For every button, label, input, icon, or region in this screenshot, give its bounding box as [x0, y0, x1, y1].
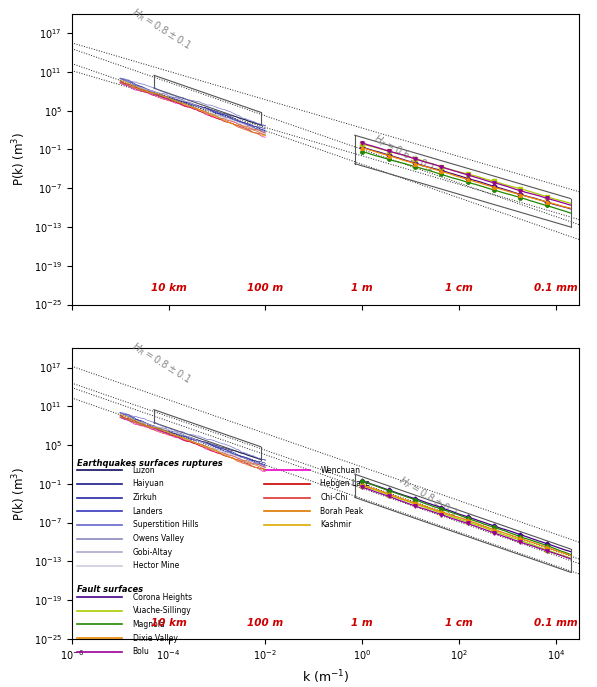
Text: 1 m: 1 m	[352, 283, 373, 293]
Text: Fault surfaces: Fault surfaces	[76, 585, 143, 594]
Text: Luzon: Luzon	[133, 466, 155, 475]
Text: Superstition Hills: Superstition Hills	[133, 521, 198, 530]
Text: $H_F = 0.8 \pm 0.1$: $H_F = 0.8 \pm 0.1$	[396, 473, 460, 521]
X-axis label: k (m$^{-1}$): k (m$^{-1}$)	[301, 668, 349, 686]
Text: Haiyuan: Haiyuan	[133, 480, 164, 488]
Text: Bolu: Bolu	[133, 647, 149, 656]
Text: Hector Mine: Hector Mine	[133, 561, 179, 570]
Text: 10 km: 10 km	[150, 283, 186, 293]
Text: Wenchuan: Wenchuan	[320, 466, 361, 475]
Y-axis label: P(k) (m$^3$): P(k) (m$^3$)	[10, 132, 28, 186]
Text: 1 cm: 1 cm	[445, 283, 473, 293]
Text: 0.1 mm: 0.1 mm	[534, 618, 578, 628]
Text: Borah Peak: Borah Peak	[320, 507, 364, 516]
Text: $H_F = 0.6 \pm 0.1$: $H_F = 0.6 \pm 0.1$	[371, 131, 437, 175]
Text: Earthquakes surfaces ruptures: Earthquakes surfaces ruptures	[76, 459, 223, 468]
Text: $H_R = 0.8 \pm 0.1$: $H_R = 0.8 \pm 0.1$	[128, 5, 193, 53]
Text: Landers: Landers	[133, 507, 163, 516]
Text: Vuache-Sillingy: Vuache-Sillingy	[133, 606, 191, 615]
Text: 0.1 mm: 0.1 mm	[534, 283, 578, 293]
Text: $H_R = 0.8 \pm 0.1$: $H_R = 0.8 \pm 0.1$	[128, 340, 193, 387]
Text: Kashmir: Kashmir	[320, 521, 352, 530]
Text: 1 m: 1 m	[352, 618, 373, 628]
Text: 100 m: 100 m	[247, 283, 284, 293]
Text: 100 m: 100 m	[247, 618, 284, 628]
Text: Owens Valley: Owens Valley	[133, 534, 183, 543]
Text: Chi-Chi: Chi-Chi	[320, 493, 348, 502]
Text: Magnola: Magnola	[133, 620, 165, 629]
Text: Hebgen Lake: Hebgen Lake	[320, 480, 370, 488]
Text: Dixie Valley: Dixie Valley	[133, 633, 177, 642]
Text: 10 km: 10 km	[150, 618, 186, 628]
Text: 1 cm: 1 cm	[445, 618, 473, 628]
Y-axis label: P(k) (m$^3$): P(k) (m$^3$)	[10, 466, 28, 521]
Text: Corona Heights: Corona Heights	[133, 593, 192, 602]
Text: Zirkuh: Zirkuh	[133, 493, 157, 502]
Text: Gobi-Altay: Gobi-Altay	[133, 548, 173, 556]
